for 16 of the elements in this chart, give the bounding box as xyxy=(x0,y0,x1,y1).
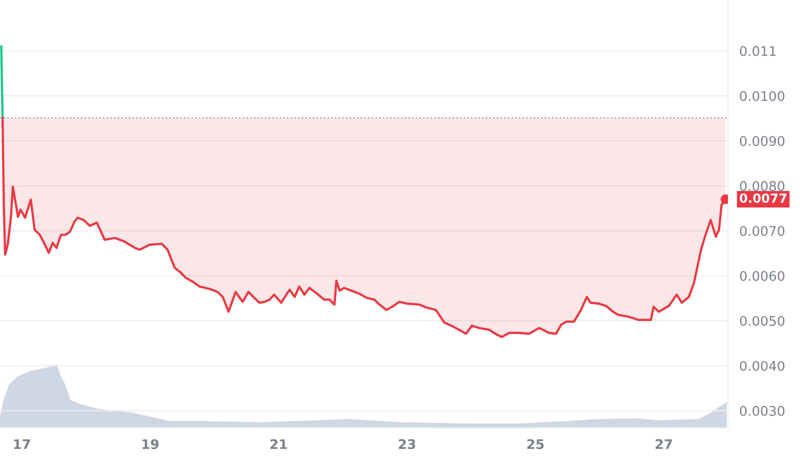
x-tick-label: 19 xyxy=(142,439,159,450)
y-tick-label: 0.0080 xyxy=(740,181,784,191)
y-tick-label: 0.0030 xyxy=(740,406,784,416)
y-tick-label: 0.0050 xyxy=(740,316,784,326)
annotation: 0.0077 xyxy=(740,193,786,203)
y-tick-label: 0.0100 xyxy=(740,91,784,102)
y-tick-label: 0.0040 xyxy=(740,360,784,371)
x-tick-label: 17 xyxy=(14,439,30,449)
y-tick-label: 0.011 xyxy=(740,46,776,56)
y-tick-label: 0.0090 xyxy=(740,136,784,146)
x-tick-label: 27 xyxy=(656,439,672,449)
y-tick-label: 0.0070 xyxy=(740,226,784,236)
y-tick-label: 0.0060 xyxy=(740,270,784,281)
x-tick-label: 23 xyxy=(398,439,416,450)
x-tick-label: 25 xyxy=(527,439,544,450)
x-tick-label: 21 xyxy=(270,439,287,449)
